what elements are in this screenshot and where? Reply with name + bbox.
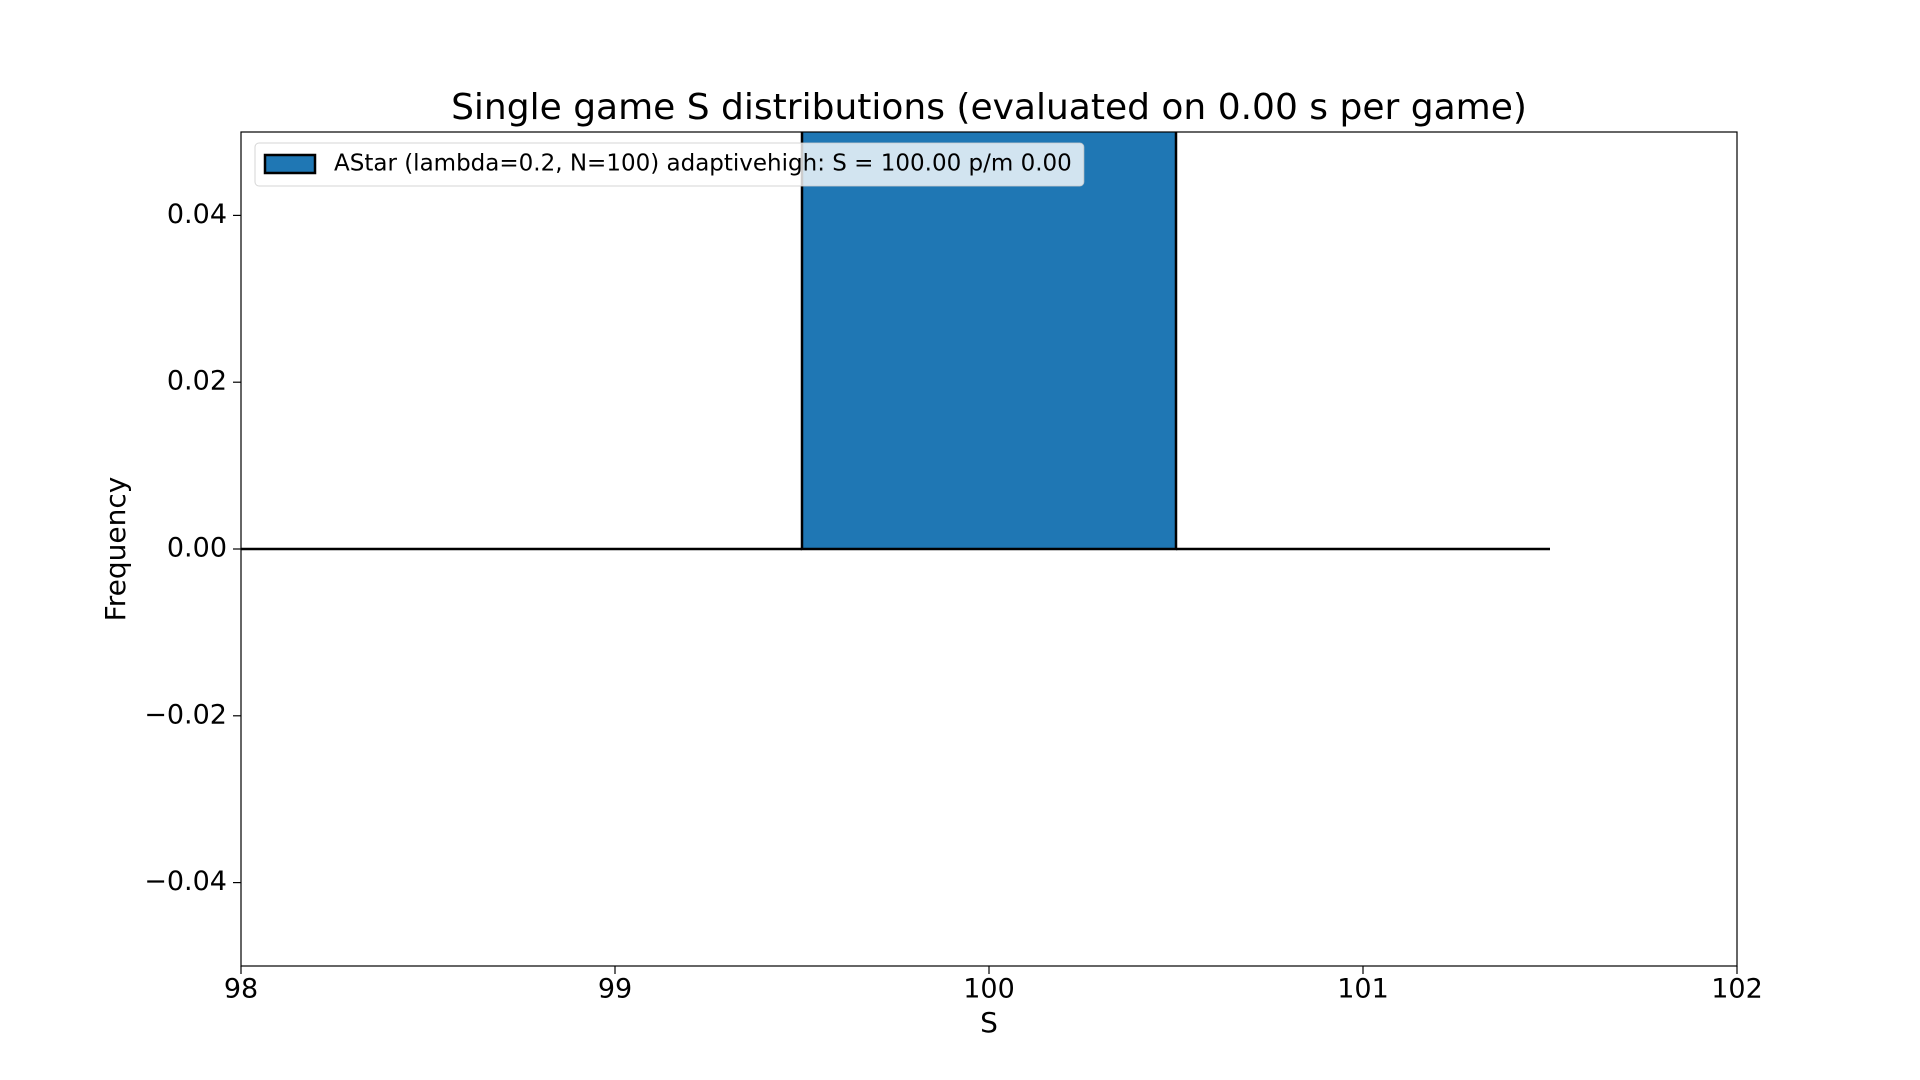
bar bbox=[802, 0, 1176, 549]
y-axis-label: Frequency bbox=[99, 477, 132, 622]
legend-label: AStar (lambda=0.2, N=100) adaptivehigh: … bbox=[334, 151, 1072, 177]
y-tick-label: −0.04 bbox=[144, 866, 227, 897]
x-tick-label: 101 bbox=[1337, 974, 1389, 1005]
y-tick-label: 0.04 bbox=[167, 199, 227, 230]
x-tick-label: 100 bbox=[963, 974, 1015, 1005]
legend-swatch bbox=[265, 155, 315, 173]
x-tick-label: 99 bbox=[598, 974, 632, 1005]
plot-area bbox=[54, 0, 1550, 549]
y-tick-label: 0.02 bbox=[167, 366, 227, 397]
y-tick-label: −0.02 bbox=[144, 699, 227, 730]
y-tick-label: 0.00 bbox=[167, 533, 227, 564]
x-tick-label: 98 bbox=[224, 974, 258, 1005]
x-tick-label: 102 bbox=[1711, 974, 1763, 1005]
chart-title: Single game S distributions (evaluated o… bbox=[451, 87, 1527, 128]
x-axis-label: S bbox=[980, 1006, 998, 1039]
legend: AStar (lambda=0.2, N=100) adaptivehigh: … bbox=[255, 143, 1084, 186]
